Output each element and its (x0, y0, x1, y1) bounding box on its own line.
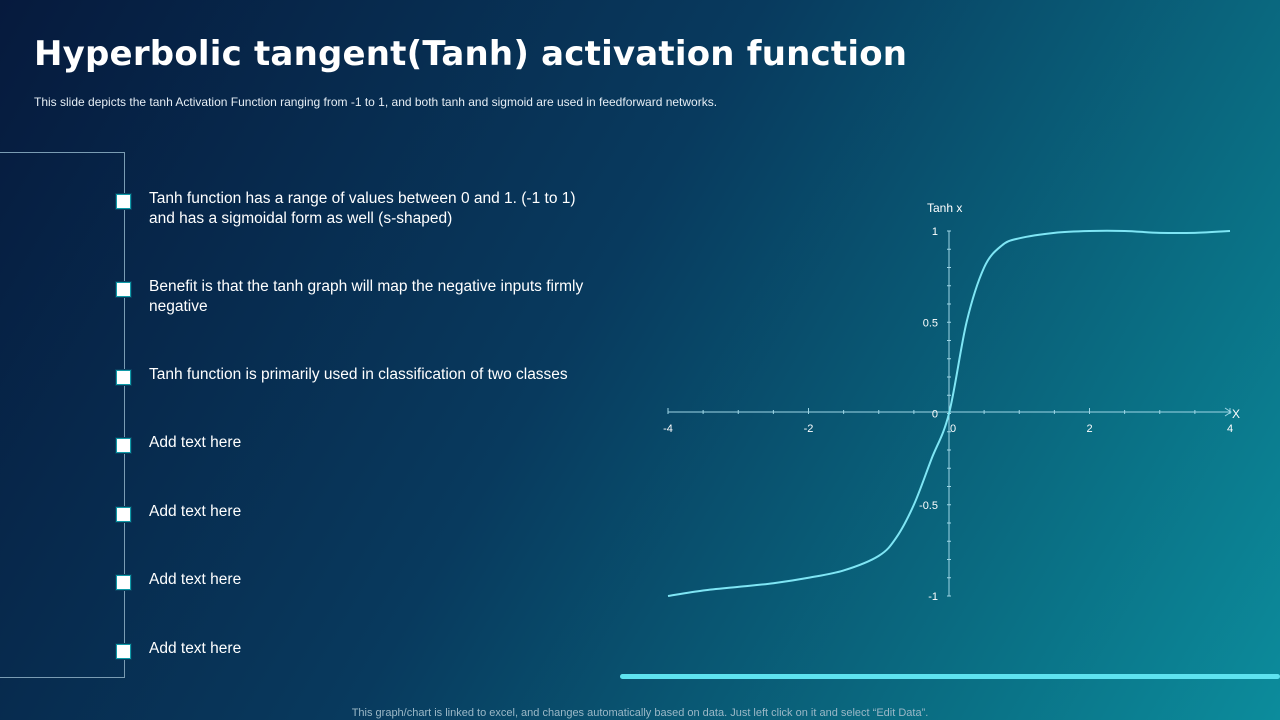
checkbox-icon (116, 370, 131, 385)
bullet-text: Tanh function has a range of values betw… (149, 190, 576, 227)
y-tick-label: -1 (928, 591, 938, 603)
bullet-text: Add text here (149, 434, 242, 451)
checkbox-icon (116, 194, 131, 209)
bullet-text: Add text here (149, 640, 242, 657)
bullet-text: Add text here (149, 503, 242, 520)
footer-note: This graph/chart is linked to excel, and… (351, 707, 929, 719)
checkbox-icon (116, 644, 131, 659)
checkbox-icon (116, 282, 131, 297)
y-tick-label: 0.5 (923, 317, 938, 329)
y-tick-label: -0.5 (919, 500, 938, 512)
checkbox-icon (116, 438, 131, 453)
x-tick-label: -2 (804, 423, 814, 435)
x-tick-label: -4 (663, 423, 673, 435)
bullet-bracket (0, 152, 125, 678)
x-tick-label: 0 (950, 423, 956, 435)
x-tick-label: 4 (1227, 423, 1233, 435)
y-axis-title: Tanh x (927, 201, 962, 215)
x-axis-arrow (1224, 407, 1232, 417)
bullet-text: Benefit is that the tanh graph will map … (149, 278, 584, 315)
tanh-series-line (667, 229, 1231, 597)
slide-title: Hyperbolic tangent(Tanh) activation func… (34, 34, 908, 74)
bullet-text: Tanh function is primarily used in class… (149, 366, 568, 383)
x-axis-title: X (1232, 407, 1240, 421)
chart-tick-labels: -4 -2 0 2 4 1 0.5 0 -0.5 -1 (663, 226, 1233, 603)
checkbox-icon (116, 507, 131, 522)
checkbox-icon (116, 575, 131, 590)
slide-subtitle: This slide depicts the tanh Activation F… (34, 95, 718, 109)
chart-ticks (667, 230, 1231, 597)
x-tick-label: 2 (1086, 423, 1092, 435)
y-tick-label: 0 (932, 409, 938, 421)
accent-line (620, 674, 1280, 679)
bullet-text: Add text here (149, 571, 242, 588)
y-tick-label: 1 (932, 226, 938, 238)
